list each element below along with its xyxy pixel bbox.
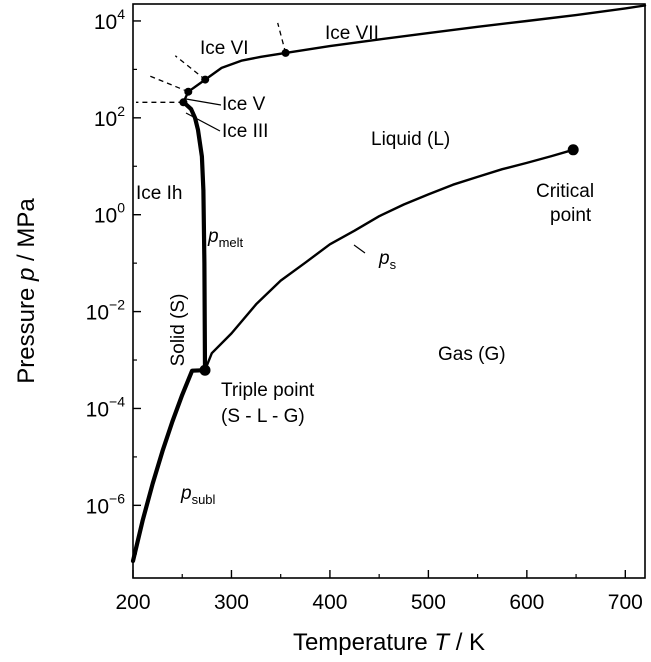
marker-ice-v-point bbox=[184, 87, 193, 96]
curve-label-subl: psubl bbox=[180, 483, 216, 507]
label-liquid: Liquid (L) bbox=[371, 129, 450, 150]
label-ice-vii: Ice VII bbox=[325, 23, 379, 44]
label-triple-point-2: (S - L - G) bbox=[221, 406, 305, 427]
label-critical-point-2: point bbox=[550, 205, 592, 226]
dashed-boundary-2 bbox=[174, 55, 206, 81]
marker-critical-point bbox=[567, 144, 579, 156]
marker-triple-point bbox=[199, 364, 211, 376]
phase-points bbox=[179, 48, 579, 376]
axis-ticks: 200 300 400 500 600 700 104 102 100 10−2 10−4 10−6 bbox=[86, 6, 643, 614]
leader-ice-iii bbox=[185, 112, 221, 132]
x-tick-label-200: 200 bbox=[115, 591, 150, 614]
y-tick-label--2: 10−2 bbox=[86, 297, 126, 325]
y-tick-label--6: 10−6 bbox=[86, 490, 126, 518]
curve-saturation bbox=[203, 148, 575, 372]
phase-curves bbox=[130, 4, 647, 564]
plot-frame bbox=[132, 3, 646, 579]
label-triple-point-1: Triple point bbox=[221, 380, 315, 401]
y-tick-label-4: 104 bbox=[94, 6, 125, 34]
marker-ice-iii-point bbox=[179, 98, 188, 107]
curve-ice-vii bbox=[284, 4, 647, 55]
leader-saturation bbox=[353, 244, 366, 254]
label-ice-v: Ice V bbox=[222, 94, 266, 115]
label-ice-vi: Ice VI bbox=[200, 38, 249, 59]
x-tick-label-400: 400 bbox=[312, 591, 347, 614]
label-critical-point-1: Critical bbox=[536, 181, 594, 202]
dashed-boundary-3 bbox=[277, 22, 287, 54]
curve-label-saturation: ps bbox=[378, 248, 397, 272]
curve-sublimation bbox=[130, 368, 208, 564]
leader-ice-v bbox=[185, 98, 222, 106]
dashed-boundary-1 bbox=[147, 74, 189, 93]
label-ice-iii: Ice III bbox=[222, 121, 268, 142]
x-tick-label-600: 600 bbox=[509, 591, 544, 614]
y-axis-title: Pressure p / MPa bbox=[13, 198, 40, 384]
y-tick-label--4: 10−4 bbox=[86, 393, 126, 421]
x-tick-label-700: 700 bbox=[608, 591, 643, 614]
x-tick-label-300: 300 bbox=[214, 591, 249, 614]
curve-melting bbox=[181, 100, 208, 373]
label-gas: Gas (G) bbox=[438, 344, 506, 365]
marker-ice-vii-point bbox=[281, 48, 290, 57]
marker-ice-vi-point bbox=[201, 75, 210, 84]
label-solid: Solid (S) bbox=[168, 294, 189, 367]
curve-label-melt: pmelt bbox=[207, 226, 244, 250]
y-tick-label-2: 102 bbox=[94, 103, 125, 131]
label-ice-ih: Ice Ih bbox=[136, 183, 182, 204]
phase-boundary-dashes bbox=[136, 22, 287, 103]
x-tick-label-500: 500 bbox=[411, 591, 446, 614]
x-axis-title: Temperature T / K bbox=[293, 629, 485, 656]
y-tick-label-0: 100 bbox=[94, 200, 125, 228]
